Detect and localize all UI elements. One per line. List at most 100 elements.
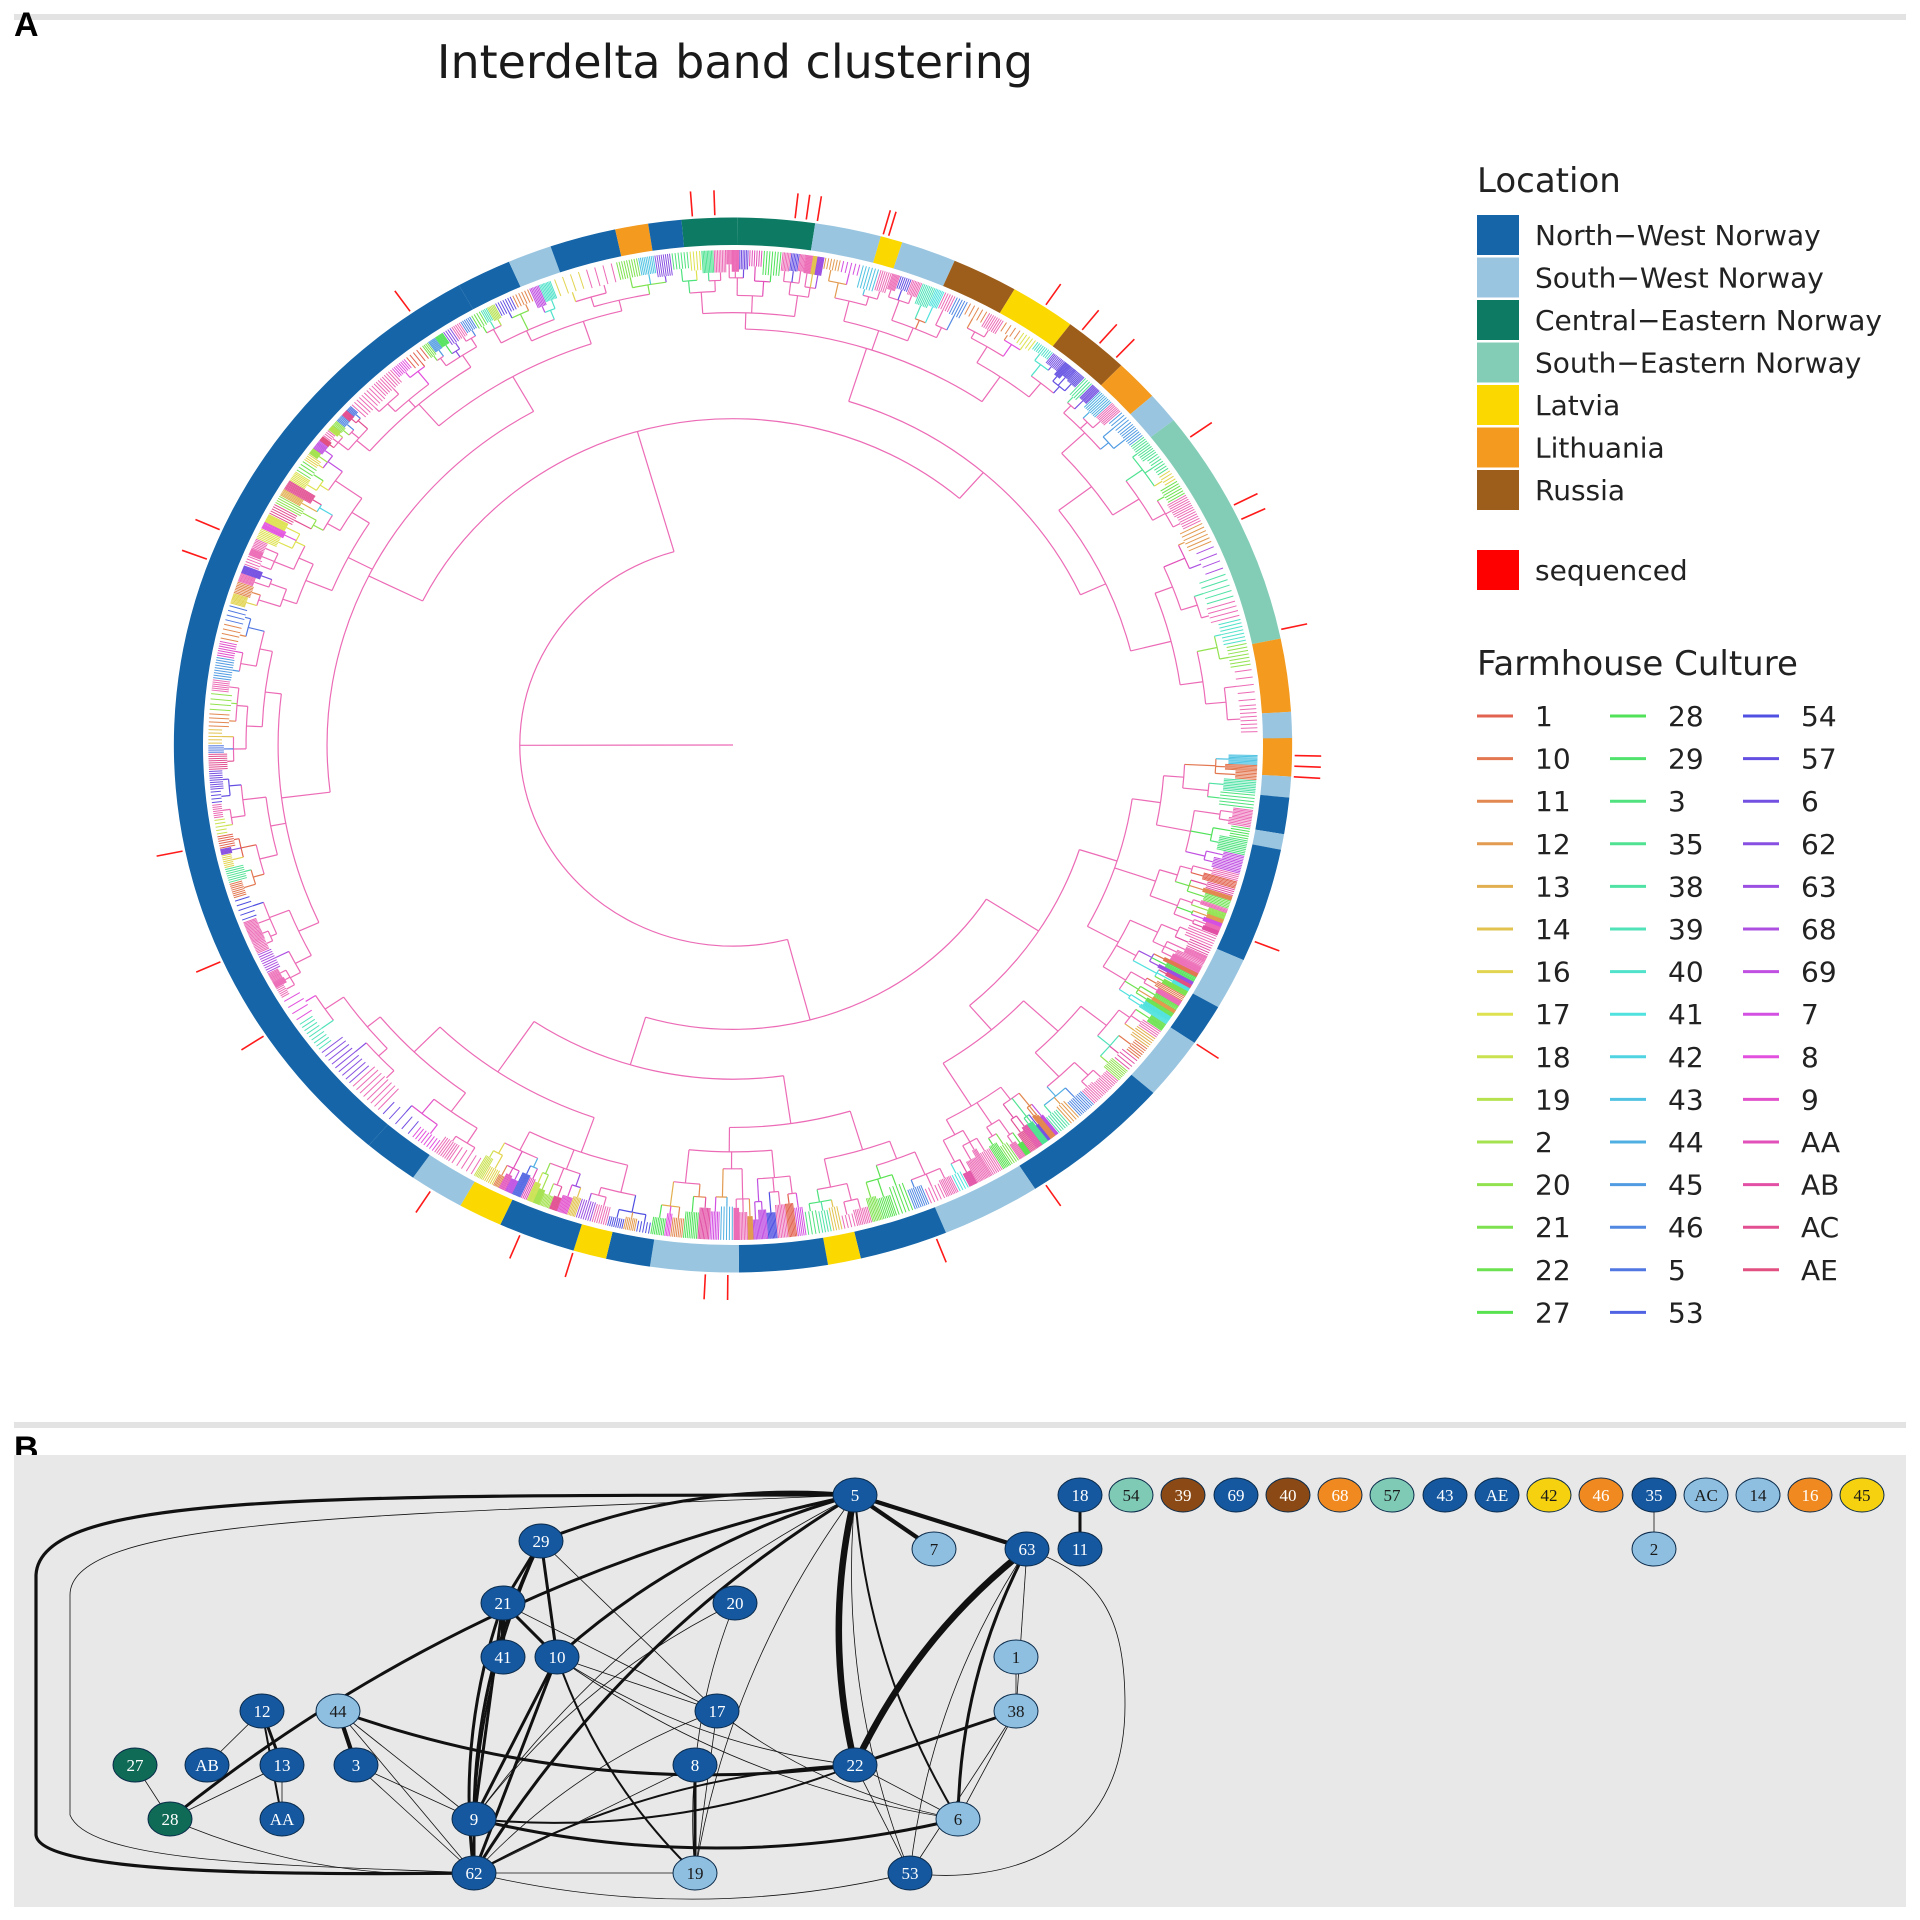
tree-leaf <box>338 1054 360 1073</box>
tree-leaf <box>1133 1029 1153 1044</box>
tree-leaf <box>813 256 818 275</box>
farmhouse-legend-label: 17 <box>1535 998 1571 1031</box>
tree-leaf <box>677 252 681 270</box>
tree-leaf <box>1024 338 1034 349</box>
tree-branch <box>1190 871 1204 877</box>
tree-leaf <box>1132 438 1146 450</box>
tree-leaf <box>1024 1124 1042 1146</box>
tree-leaf <box>1057 364 1070 378</box>
sequenced-tick <box>1240 507 1266 520</box>
tree-branch <box>1102 427 1114 438</box>
tree-leaf <box>1235 771 1257 775</box>
tree-leaf <box>780 1204 786 1238</box>
tree-branch <box>942 1140 956 1163</box>
tree-leaf <box>898 1183 910 1212</box>
tree-branch <box>1151 957 1167 966</box>
network-edge <box>337 1710 475 1820</box>
network-node-label: AE <box>1486 1486 1509 1505</box>
tree-arc <box>1086 798 1133 927</box>
tree-leaf <box>278 987 287 993</box>
tree-leaf <box>211 689 229 693</box>
network-background <box>14 1455 1906 1907</box>
tree-leaf <box>974 1157 988 1179</box>
tree-leaf <box>1171 956 1201 972</box>
tree-leaf <box>803 254 808 274</box>
tree-leaf <box>530 287 541 308</box>
tree-leaf <box>1205 892 1232 902</box>
network-node-label: 46 <box>1593 1486 1610 1505</box>
tree-leaf <box>1223 781 1257 785</box>
tree-leaf <box>1020 1141 1031 1154</box>
tree-leaf <box>260 955 275 963</box>
tree-branch <box>1109 1045 1119 1054</box>
tree-leaf <box>321 1036 343 1054</box>
tree-leaf <box>1218 618 1241 626</box>
tree-leaf <box>285 485 313 502</box>
tree-leaf <box>1223 852 1244 859</box>
tree-branch <box>1193 899 1201 903</box>
network-node: AA <box>259 1801 305 1837</box>
tree-leaf <box>520 1177 532 1199</box>
farmhouse-legend-label: 6 <box>1801 785 1819 818</box>
tree-leaf <box>1116 1054 1133 1067</box>
tree-leaf <box>789 1203 795 1237</box>
tree-leaf <box>1067 1101 1081 1117</box>
farmhouse-legend-label: 22 <box>1535 1254 1571 1287</box>
tree-branch <box>1132 960 1157 974</box>
tree-branch <box>319 507 333 516</box>
tree-branch <box>1194 592 1204 598</box>
tree-leaf <box>799 1207 805 1236</box>
tree-leaf <box>485 1167 495 1183</box>
tree-arc <box>285 969 296 986</box>
network-node: AB <box>184 1747 230 1783</box>
network-node-label: 42 <box>1541 1486 1558 1505</box>
tree-leaf <box>1232 815 1252 820</box>
tree-arc <box>1149 869 1161 896</box>
tree-branch <box>438 349 444 357</box>
tree-leaf <box>545 282 554 300</box>
network-node-shape <box>1631 1531 1677 1567</box>
tree-leaf <box>342 413 351 422</box>
tree-leaf <box>242 569 262 578</box>
tree-leaf <box>994 1143 1010 1167</box>
tree-branch <box>260 565 272 571</box>
network-edge <box>540 1490 856 1543</box>
network-node: 69 <box>1213 1477 1259 1513</box>
location-ring-segment <box>500 1199 582 1251</box>
tree-leaf <box>1235 770 1257 773</box>
tree-leaf <box>244 563 259 570</box>
tree-leaf <box>1202 926 1219 934</box>
network-node-label: 39 <box>1175 1486 1192 1505</box>
tree-branch <box>814 275 819 289</box>
tree-branch <box>1219 656 1229 660</box>
tree-leaf <box>1010 1143 1022 1159</box>
tree-branch <box>295 954 312 964</box>
tree-leaf <box>412 352 423 364</box>
tree-leaf <box>1185 948 1207 960</box>
tree-leaf <box>775 251 779 276</box>
top-separator <box>14 14 1906 20</box>
tree-leaf <box>232 596 247 602</box>
tree-leaf <box>243 917 257 924</box>
tree-leaf <box>1108 1060 1126 1075</box>
tree-branch <box>265 547 279 555</box>
tree-branch <box>387 403 396 413</box>
tree-leaf <box>1224 768 1258 772</box>
tree-leaf <box>918 1185 928 1206</box>
tree-leaf <box>249 932 263 939</box>
tree-branch <box>305 579 333 592</box>
tree-leaf <box>1228 821 1251 826</box>
sequenced-tick <box>195 518 220 531</box>
tree-leaf <box>423 344 434 357</box>
tree-leaf <box>267 515 288 527</box>
tree-branch <box>298 557 314 565</box>
tree-branch <box>1132 453 1138 458</box>
tree-branch <box>1152 940 1165 948</box>
tree-leaf <box>784 1203 790 1238</box>
tree-leaf <box>1117 421 1132 434</box>
tree-leaf <box>1049 1113 1064 1130</box>
tree-leaf <box>774 1212 778 1239</box>
tree-leaf <box>1029 1122 1046 1144</box>
tree-leaf <box>1088 1084 1102 1098</box>
tree-leaf <box>1017 1133 1032 1153</box>
